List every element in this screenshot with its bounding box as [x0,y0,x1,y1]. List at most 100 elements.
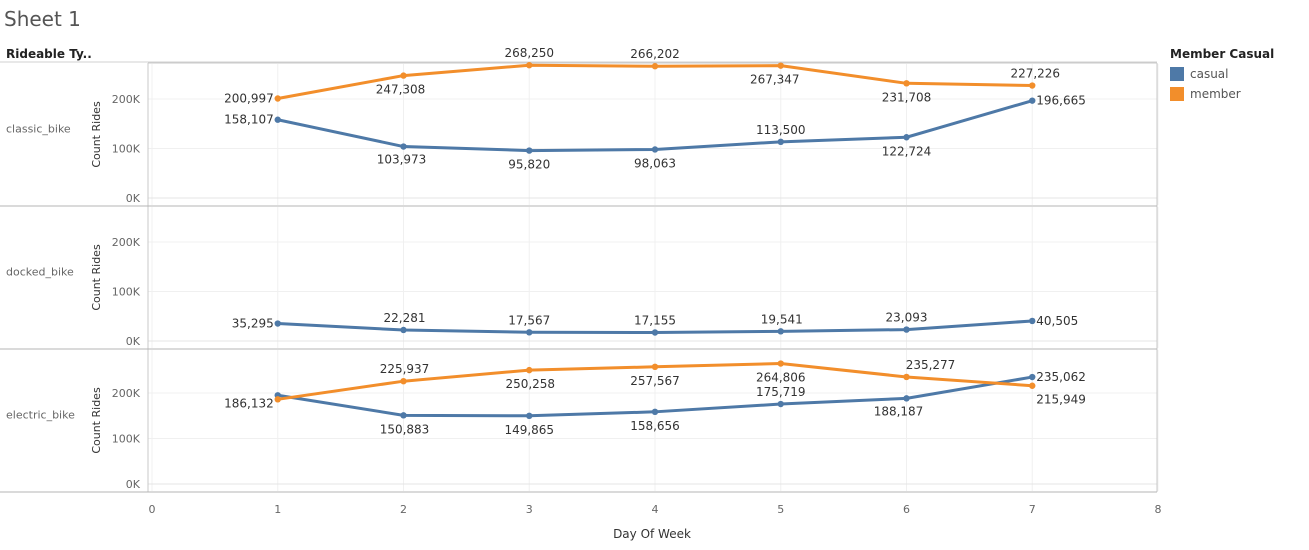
x-tick-label-2: 2 [400,503,407,516]
data-point-docked_bike-casual-7 [1029,317,1036,325]
data-label-classic_bike-member-3: 268,250 [504,46,554,60]
data-point-electric_bike-casual-3 [526,412,533,420]
data-point-electric_bike-member-3 [526,366,533,374]
data-point-classic_bike-member-6 [903,80,910,87]
data-point-docked_bike-casual-3 [526,329,533,336]
data-point-electric_bike-member-4 [651,363,659,371]
legend-swatch-casual [1170,66,1184,81]
data-label-electric_bike-casual-7: 235,062 [1036,370,1086,384]
data-point-classic_bike-casual-1 [274,116,281,123]
color-legend: Member Casual casual member [1170,47,1305,101]
y-tick-label-3-2: 200K [112,387,141,400]
data-label-classic_bike-member-4: 266,202 [630,47,680,61]
y-axis-title-1: Count Rides [90,101,103,168]
x-tick-label-3: 3 [526,503,533,516]
data-label-classic_bike-member-2: 247,308 [376,83,426,97]
legend-title: Member Casual [1170,47,1275,61]
data-label-electric_bike-casual-6: 188,187 [874,404,924,418]
data-label-electric_bike-casual-4: 158,656 [630,419,680,433]
data-point-classic_bike-casual-7 [1029,97,1036,104]
data-label-docked_bike-casual-5: 19,541 [761,312,803,326]
data-label-docked_bike-casual-3: 17,567 [508,313,550,327]
data-point-docked_bike-casual-6 [903,326,910,333]
data-point-electric_bike-casual-4 [651,408,659,416]
x-tick-label-8: 8 [1155,503,1162,516]
data-point-electric_bike-member-7 [1029,382,1036,389]
x-tick-label-0: 0 [149,503,156,516]
legend-item-member[interactable]: member [1170,86,1305,101]
y-tick-label-2-2: 200K [112,236,141,249]
data-label-electric_bike-member-7: 215,949 [1036,393,1086,407]
x-tick-label-5: 5 [777,503,784,516]
data-label-electric_bike-casual-3: 149,865 [504,423,554,437]
data-point-docked_bike-casual-2 [400,326,407,334]
data-label-electric_bike-member-3: 250,258 [505,377,555,391]
data-label-docked_bike-casual-7: 40,505 [1036,314,1078,328]
data-label-docked_bike-casual-6: 23,093 [886,311,928,325]
row-header-title[interactable]: Rideable Ty.. [6,47,92,61]
legend-label-casual: casual [1190,66,1229,81]
data-point-classic_bike-casual-3 [526,147,533,154]
data-label-electric_bike-casual-5: 175,719 [756,385,806,399]
data-label-classic_bike-casual-6: 122,724 [882,144,932,158]
legend-label-member: member [1190,86,1241,101]
data-point-classic_bike-member-4 [651,63,659,70]
data-point-electric_bike-member-6 [903,373,910,381]
data-point-electric_bike-member-1 [274,396,281,403]
row-label-electric_bike: electric_bike [6,409,75,422]
data-label-electric_bike-casual-2: 150,883 [380,422,430,436]
data-label-classic_bike-casual-3: 95,820 [508,158,550,172]
data-label-classic_bike-casual-7: 196,665 [1036,94,1086,108]
data-label-classic_bike-casual-2: 103,973 [377,153,427,167]
data-point-classic_bike-member-7 [1029,82,1036,89]
data-point-classic_bike-member-1 [274,95,281,102]
y-axis-title-3: Count Rides [90,387,103,454]
data-label-docked_bike-casual-4: 17,155 [634,314,676,328]
data-point-electric_bike-casual-2 [400,412,407,419]
data-point-classic_bike-casual-5 [777,138,784,146]
row-label-docked_bike: docked_bike [6,266,74,279]
data-label-classic_bike-member-6: 231,708 [882,90,932,104]
data-label-classic_bike-member-1: 200,997 [224,92,274,106]
data-point-electric_bike-casual-5 [777,400,784,408]
data-label-electric_bike-member-6: 235,277 [906,358,956,372]
data-point-classic_bike-member-3 [526,62,533,69]
data-label-classic_bike-casual-5: 113,500 [756,123,806,137]
data-point-classic_bike-casual-4 [651,146,659,153]
data-label-electric_bike-member-4: 257,567 [630,374,680,388]
data-label-electric_bike-member-1: 186,132 [224,396,274,410]
x-tick-label-7: 7 [1029,503,1036,516]
y-tick-label-1-1: 100K [112,143,141,156]
data-point-classic_bike-member-5 [777,62,784,69]
data-point-docked_bike-casual-5 [777,328,784,335]
data-label-docked_bike-casual-2: 22,281 [384,311,426,325]
x-axis-title: Day Of Week [613,527,691,541]
data-point-electric_bike-casual-6 [903,395,910,402]
y-tick-label-1-2: 200K [112,93,141,106]
legend-item-casual[interactable]: casual [1170,66,1305,81]
x-tick-label-6: 6 [903,503,910,516]
data-point-classic_bike-casual-2 [400,143,407,150]
y-tick-label-2-0: 0K [126,335,141,348]
y-axis-title-2: Count Rides [90,244,103,311]
y-tick-label-2-1: 100K [112,286,141,299]
legend-swatch-member [1170,86,1184,101]
data-label-electric_bike-member-5: 264,806 [756,371,806,385]
row-label-classic_bike: classic_bike [6,123,71,136]
data-point-electric_bike-member-5 [777,360,784,367]
data-label-classic_bike-member-5: 267,347 [750,73,800,87]
x-tick-label-1: 1 [274,503,281,516]
data-label-classic_bike-member-7: 227,226 [1010,67,1060,81]
y-tick-label-3-1: 100K [112,433,141,446]
data-point-electric_bike-member-2 [400,377,407,385]
x-tick-label-4: 4 [652,503,659,516]
data-label-electric_bike-member-2: 225,937 [380,362,430,376]
y-tick-label-3-0: 0K [126,478,141,491]
data-label-docked_bike-casual-1: 35,295 [232,317,274,331]
sheet-title: Sheet 1 [4,7,81,31]
data-point-classic_bike-member-2 [400,72,407,79]
data-point-classic_bike-casual-6 [903,134,910,141]
data-label-classic_bike-casual-1: 158,107 [224,113,274,127]
y-tick-label-1-0: 0K [126,192,141,205]
